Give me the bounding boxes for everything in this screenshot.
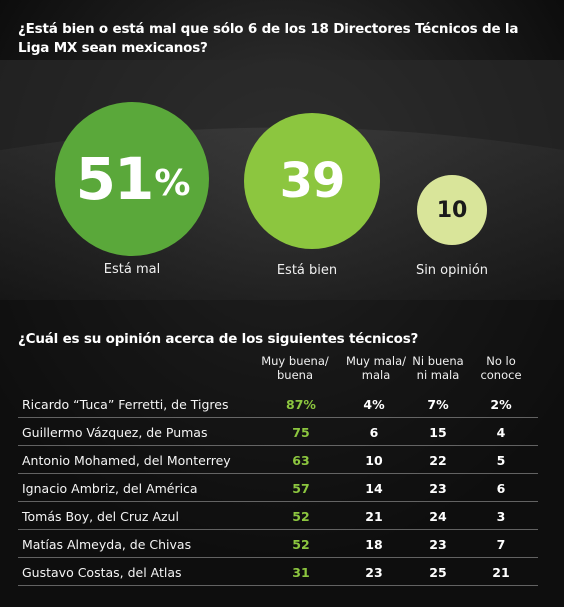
table-cell: 18 bbox=[365, 537, 383, 552]
row-divider bbox=[18, 445, 538, 446]
table-cell: 7 bbox=[496, 537, 506, 552]
table-cell: 63 bbox=[292, 453, 310, 468]
result-bubble-sin-opinion: 10 bbox=[417, 175, 487, 245]
poll-question: ¿Está bien o está mal que sólo 6 de los … bbox=[18, 21, 519, 56]
table-row: Matías Almeyda, de Chivas 52 18 23 7 bbox=[0, 530, 564, 558]
table-cell: 14 bbox=[365, 481, 383, 496]
result-label: Sin opinión bbox=[415, 263, 489, 278]
row-divider bbox=[18, 529, 538, 530]
table-cell: 10 bbox=[365, 453, 383, 468]
coach-name: Ignacio Ambriz, del América bbox=[22, 481, 198, 496]
table-cell: 6 bbox=[496, 481, 506, 496]
opinion-table: Ricardo “Tuca” Ferretti, de Tigres 87% 4% 7… bbox=[0, 390, 564, 586]
table-row: Gustavo Costas, del Atlas 31 23 25 21 bbox=[0, 558, 564, 586]
row-divider bbox=[18, 417, 538, 418]
coach-name: Antonio Mohamed, del Monterrey bbox=[22, 453, 231, 468]
coach-name: Gustavo Costas, del Atlas bbox=[22, 565, 182, 580]
row-divider bbox=[18, 585, 538, 586]
table-cell: 3 bbox=[496, 509, 506, 524]
table-cell: 6 bbox=[369, 425, 379, 440]
table-cell: 52 bbox=[292, 509, 310, 524]
table-row: Ignacio Ambriz, del América 57 14 23 6 bbox=[0, 474, 564, 502]
table-cell: 52 bbox=[292, 537, 310, 552]
result-label: Está bien bbox=[276, 263, 338, 278]
table-cell: 4 bbox=[496, 425, 506, 440]
table-cell: 15 bbox=[429, 425, 447, 440]
table-cell: 21 bbox=[365, 509, 383, 524]
row-divider bbox=[18, 557, 538, 558]
row-divider bbox=[18, 473, 538, 474]
table-cell: 25 bbox=[429, 565, 447, 580]
table-cell: 87% bbox=[286, 397, 316, 412]
table-cell: 4% bbox=[363, 397, 385, 412]
column-header: Muy buena/ buena bbox=[261, 354, 329, 382]
table-row: Ricardo “Tuca” Ferretti, de Tigres 87% 4% 7… bbox=[0, 390, 564, 418]
table-row: Tomás Boy, del Cruz Azul 52 21 24 3 bbox=[0, 502, 564, 530]
table-row: Guillermo Vázquez, de Pumas 75 6 15 4 bbox=[0, 418, 564, 446]
column-header: Ni buena ni mala bbox=[412, 354, 464, 382]
coach-name: Guillermo Vázquez, de Pumas bbox=[22, 425, 208, 440]
result-value: 51 bbox=[75, 145, 155, 213]
table-cell: 75 bbox=[292, 425, 310, 440]
table-cell: 24 bbox=[429, 509, 447, 524]
table-cell: 7% bbox=[427, 397, 449, 412]
coach-name: Matías Almeyda, de Chivas bbox=[22, 537, 192, 552]
result-bubble-esta-bien: 39 bbox=[244, 113, 380, 249]
column-header: Muy mala/ mala bbox=[345, 354, 407, 382]
column-header: No lo conoce bbox=[480, 354, 522, 382]
table-row: Antonio Mohamed, del Monterrey 63 10 22 5 bbox=[0, 446, 564, 474]
result-value: 10 bbox=[436, 197, 468, 223]
row-divider bbox=[18, 501, 538, 502]
table-question: ¿Cuál es su opinión acerca de los siguie… bbox=[18, 331, 419, 347]
table-cell: 22 bbox=[429, 453, 447, 468]
table-cell: 31 bbox=[292, 565, 310, 580]
result-value: 39 bbox=[279, 153, 346, 209]
table-cell: 57 bbox=[292, 481, 310, 496]
coach-name: Tomás Boy, del Cruz Azul bbox=[22, 509, 179, 524]
result-bubble-esta-mal: 51% bbox=[55, 102, 209, 256]
table-cell: 23 bbox=[429, 537, 447, 552]
table-cell: 23 bbox=[429, 481, 447, 496]
table-cell: 2% bbox=[490, 397, 512, 412]
table-cell: 5 bbox=[496, 453, 506, 468]
result-suffix: % bbox=[154, 162, 190, 204]
coach-name: Ricardo “Tuca” Ferretti, de Tigres bbox=[22, 397, 229, 412]
table-cell: 21 bbox=[492, 565, 510, 580]
result-label: Está mal bbox=[103, 262, 161, 277]
table-cell: 23 bbox=[365, 565, 383, 580]
